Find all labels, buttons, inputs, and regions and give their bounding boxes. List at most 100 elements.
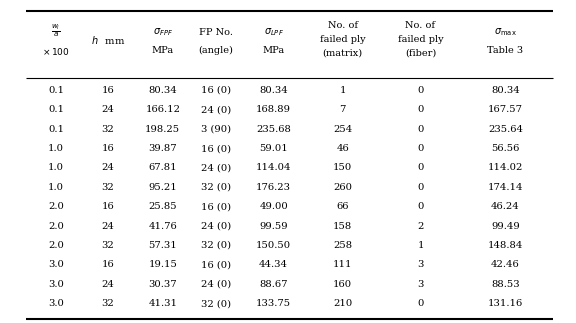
Text: 32 (0): 32 (0): [201, 299, 231, 308]
Text: 0: 0: [417, 86, 424, 95]
Text: 2: 2: [417, 222, 424, 231]
Text: 0: 0: [417, 299, 424, 308]
Text: 150: 150: [333, 163, 353, 172]
Text: 16 (0): 16 (0): [201, 144, 231, 153]
Text: 16: 16: [101, 86, 115, 95]
Text: 80.34: 80.34: [259, 86, 288, 95]
Text: $\sigma_{FPF}$: $\sigma_{FPF}$: [153, 26, 173, 38]
Text: 150.50: 150.50: [256, 241, 291, 250]
Text: failed ply: failed ply: [320, 35, 366, 44]
Text: 198.25: 198.25: [145, 125, 180, 134]
Text: 0: 0: [417, 125, 424, 134]
Text: (angle): (angle): [199, 46, 233, 55]
Text: 260: 260: [334, 183, 352, 192]
Text: 19.15: 19.15: [148, 260, 177, 269]
Text: 0.1: 0.1: [48, 125, 64, 134]
Text: 3.0: 3.0: [48, 299, 64, 308]
Text: 32 (0): 32 (0): [201, 183, 231, 192]
Text: 3.0: 3.0: [48, 280, 64, 289]
Text: 2.0: 2.0: [48, 241, 64, 250]
Text: 16: 16: [101, 260, 115, 269]
Text: MPa: MPa: [263, 46, 285, 55]
Text: 30.37: 30.37: [149, 280, 177, 289]
Text: 24 (0): 24 (0): [201, 163, 231, 172]
Text: 3: 3: [417, 260, 424, 269]
Text: $\frac{w_i}{a}$: $\frac{w_i}{a}$: [51, 22, 61, 39]
Text: 16 (0): 16 (0): [201, 202, 231, 211]
Text: $\sigma_{LPF}$: $\sigma_{LPF}$: [264, 26, 283, 38]
Text: Table 3: Table 3: [487, 46, 524, 55]
Text: 3 (90): 3 (90): [201, 125, 231, 134]
Text: 176.23: 176.23: [256, 183, 291, 192]
Text: 158: 158: [333, 222, 353, 231]
Text: 131.16: 131.16: [488, 299, 523, 308]
Text: 32 (0): 32 (0): [201, 241, 231, 250]
Text: 254: 254: [333, 125, 353, 134]
Text: 57.31: 57.31: [149, 241, 177, 250]
Text: 168.89: 168.89: [256, 105, 291, 114]
Text: 111: 111: [333, 260, 353, 269]
Text: $\sigma_{\max}$: $\sigma_{\max}$: [494, 26, 517, 38]
Text: No. of: No. of: [406, 21, 435, 30]
Text: 49.00: 49.00: [259, 202, 288, 211]
Text: 88.67: 88.67: [259, 280, 288, 289]
Text: 25.85: 25.85: [149, 202, 177, 211]
Text: 1.0: 1.0: [48, 183, 64, 192]
Text: 114.04: 114.04: [256, 163, 291, 172]
Text: 16: 16: [101, 202, 115, 211]
Text: 0.1: 0.1: [48, 105, 64, 114]
Text: 99.59: 99.59: [259, 222, 288, 231]
Text: 56.56: 56.56: [491, 144, 520, 153]
Text: (fiber): (fiber): [405, 48, 436, 57]
Text: 16 (0): 16 (0): [201, 260, 231, 269]
Text: 7: 7: [339, 105, 346, 114]
Text: 16: 16: [101, 144, 115, 153]
Text: 42.46: 42.46: [491, 260, 520, 269]
Text: 258: 258: [333, 241, 353, 250]
Text: 235.64: 235.64: [488, 125, 523, 134]
Text: 0: 0: [417, 105, 424, 114]
Text: 41.31: 41.31: [148, 299, 177, 308]
Text: 80.34: 80.34: [491, 86, 520, 95]
Text: 3: 3: [417, 280, 424, 289]
Text: 46.24: 46.24: [491, 202, 520, 211]
Text: 166.12: 166.12: [145, 105, 180, 114]
Text: 66: 66: [336, 202, 349, 211]
Text: 67.81: 67.81: [149, 163, 177, 172]
Text: MPa: MPa: [151, 46, 174, 55]
Text: 0: 0: [417, 144, 424, 153]
Text: 1: 1: [417, 241, 424, 250]
Text: 24: 24: [101, 280, 115, 289]
Text: 2.0: 2.0: [48, 222, 64, 231]
Text: No. of: No. of: [328, 21, 358, 30]
Text: (matrix): (matrix): [323, 48, 363, 57]
Text: 133.75: 133.75: [256, 299, 291, 308]
Text: 88.53: 88.53: [491, 280, 520, 289]
Text: 24 (0): 24 (0): [201, 280, 231, 289]
Text: 16 (0): 16 (0): [201, 86, 231, 95]
Text: 24: 24: [101, 222, 115, 231]
Text: 174.14: 174.14: [488, 183, 523, 192]
Text: 3.0: 3.0: [48, 260, 64, 269]
Text: 114.02: 114.02: [488, 163, 523, 172]
Text: 39.87: 39.87: [149, 144, 177, 153]
Text: 2.0: 2.0: [48, 202, 64, 211]
Text: 160: 160: [333, 280, 353, 289]
Text: 32: 32: [101, 241, 115, 250]
Text: 148.84: 148.84: [488, 241, 523, 250]
Text: failed ply: failed ply: [397, 35, 444, 44]
Text: 24: 24: [101, 105, 115, 114]
Text: 1: 1: [339, 86, 346, 95]
Text: 0: 0: [417, 163, 424, 172]
Text: $h\,$  mm: $h\,$ mm: [91, 34, 125, 47]
Text: 24 (0): 24 (0): [201, 105, 231, 114]
Text: 99.49: 99.49: [491, 222, 520, 231]
Text: 32: 32: [101, 125, 115, 134]
Text: 44.34: 44.34: [259, 260, 288, 269]
Text: 1.0: 1.0: [48, 163, 64, 172]
Text: 24 (0): 24 (0): [201, 222, 231, 231]
Text: 46: 46: [336, 144, 349, 153]
Text: 210: 210: [333, 299, 353, 308]
Text: $\times\,100$: $\times\,100$: [43, 46, 70, 57]
Text: 24: 24: [101, 163, 115, 172]
